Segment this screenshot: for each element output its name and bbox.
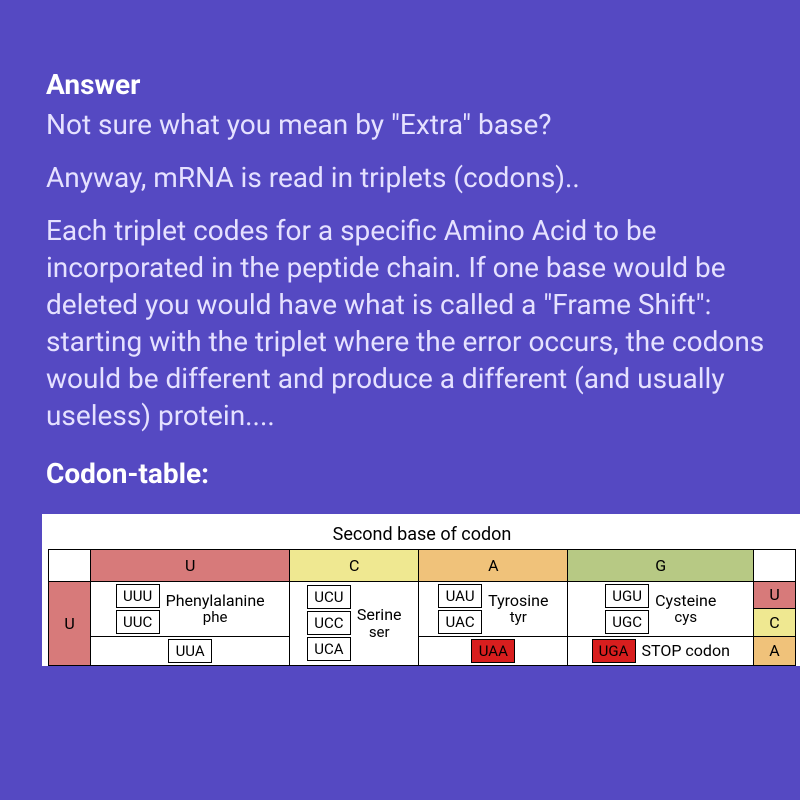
cell-UC-ser: UCU UCC UCA Serine ser	[290, 581, 419, 665]
codon-row-U-1: U UUU UUC Phenylalanine phe	[49, 581, 796, 609]
codon-row-U-3: UUA UAA UGA STOP codon A	[49, 636, 796, 665]
second-base-C: C	[290, 549, 419, 581]
aa-ser-abbr: ser	[357, 624, 402, 641]
corner-blank-right	[754, 549, 796, 581]
aa-serine: Serine ser	[357, 606, 402, 640]
cell-UUA: UUA	[91, 636, 290, 665]
codon-UUA: UUA	[168, 639, 212, 663]
first-base-U: U	[49, 581, 91, 665]
aa-cys-full: Cysteine	[655, 592, 716, 610]
answer-paragraph-3: Each triplet codes for a specific Amino …	[46, 213, 772, 435]
answer-heading: Answer	[46, 68, 772, 101]
codon-UAA: UAA	[471, 639, 515, 663]
third-base-C: C	[754, 609, 796, 637]
aa-cys-abbr: cys	[655, 609, 716, 626]
third-base-U: U	[754, 581, 796, 609]
cell-UG-cys: UGU UGC Cysteine cys	[568, 581, 754, 636]
stop-label: STOP codon	[642, 642, 730, 660]
aa-phe-abbr: phe	[166, 609, 265, 626]
aa-tyrosine: Tyrosine tyr	[488, 592, 548, 626]
aa-tyr-full: Tyrosine	[488, 592, 548, 610]
codon-table-container: Second base of codon U C A G U UUU UUC	[42, 514, 800, 666]
codon-UUU: UUU	[116, 584, 160, 608]
codon-UAC: UAC	[438, 610, 482, 634]
answer-paragraph-2: Anyway, mRNA is read in triplets (codons…	[46, 160, 772, 197]
answer-paragraph-1: Not sure what you mean by "Extra" base?	[46, 107, 772, 144]
aa-phe-full: Phenylalanine	[166, 592, 265, 610]
content-panel: Answer Not sure what you mean by "Extra"…	[28, 0, 800, 800]
second-base-G: G	[568, 549, 754, 581]
codon-UCC: UCC	[307, 611, 351, 635]
third-base-A: A	[754, 636, 796, 665]
second-base-U: U	[91, 549, 290, 581]
codon-UGC: UGC	[605, 610, 649, 634]
codon-table-heading: Codon-table:	[46, 457, 772, 490]
aa-tyr-abbr: tyr	[488, 609, 548, 626]
aa-cysteine: Cysteine cys	[655, 592, 716, 626]
codon-header-row: U C A G	[49, 549, 796, 581]
codon-UCU: UCU	[307, 585, 351, 609]
cell-UAA-stop: UAA	[419, 636, 568, 665]
second-base-A: A	[419, 549, 568, 581]
codon-table-title: Second base of codon	[48, 524, 796, 545]
codon-UAU: UAU	[438, 584, 482, 608]
sidebar-stripe	[0, 0, 28, 800]
cell-UA-tyr: UAU UAC Tyrosine tyr	[419, 581, 568, 636]
aa-phenylalanine: Phenylalanine phe	[166, 592, 265, 626]
codon-UCA: UCA	[307, 637, 351, 661]
codon-UUC: UUC	[116, 610, 160, 634]
cell-UGA-stop: UGA STOP codon	[568, 636, 754, 665]
codon-UGU: UGU	[605, 584, 649, 608]
codon-table: U C A G U UUU UUC Phenylalanine	[48, 549, 796, 666]
cell-UU-phe: UUU UUC Phenylalanine phe	[91, 581, 290, 636]
corner-blank	[49, 549, 91, 581]
aa-ser-full: Serine	[357, 606, 402, 624]
codon-UGA: UGA	[592, 639, 636, 663]
